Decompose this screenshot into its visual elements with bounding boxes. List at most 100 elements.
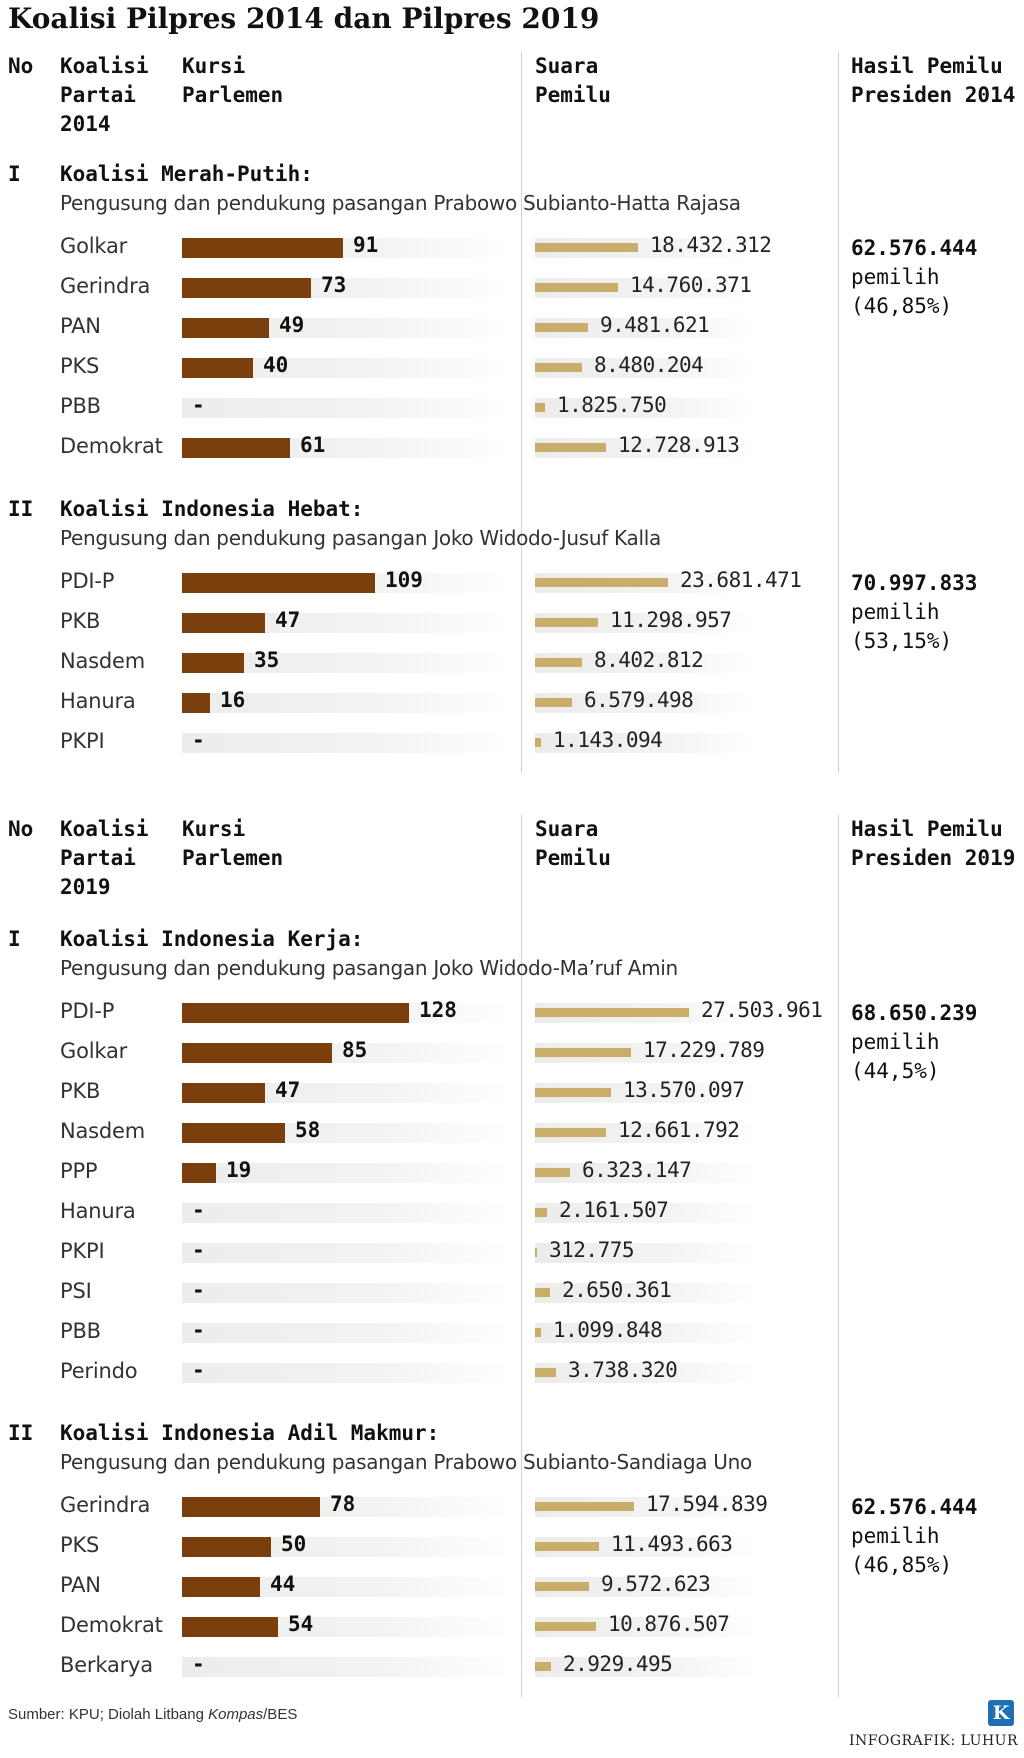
- vote-value: 11.493.663: [611, 1532, 733, 1556]
- seat-value: 128: [419, 998, 457, 1022]
- seat-bar: [182, 278, 311, 298]
- party-name: PKS: [60, 1533, 100, 1557]
- seat-value: -: [192, 1198, 205, 1222]
- column-separator-seats: [521, 52, 522, 773]
- vote-bar-track: [535, 318, 755, 338]
- header-no: No: [8, 817, 34, 841]
- coalition-name: Koalisi Merah-Putih:: [60, 162, 313, 186]
- vote-value: 10.876.507: [608, 1612, 730, 1636]
- seat-bar-track: [182, 733, 512, 753]
- vote-value: 1.099.848: [553, 1318, 663, 1342]
- seat-value: 16: [220, 688, 246, 712]
- party-name: Perindo: [60, 1359, 138, 1383]
- seat-bar-track: [182, 1243, 512, 1263]
- seat-bar: [182, 318, 269, 338]
- coalition-description: Pengusung dan pendukung pasangan Prabowo…: [60, 1450, 752, 1474]
- party-name: PBB: [60, 394, 101, 418]
- seat-value: 61: [300, 433, 326, 457]
- vote-bar-track: [535, 733, 755, 753]
- vote-bar: [535, 1128, 606, 1137]
- vote-bar-track: [535, 1203, 755, 1223]
- party-name: PSI: [60, 1279, 92, 1303]
- seat-bar: [182, 653, 244, 673]
- seat-value: 58: [295, 1118, 321, 1142]
- seat-value: 91: [353, 233, 379, 257]
- credit-note: INFOGRAFIK: LUHUR: [848, 1733, 1018, 1749]
- header-votes: Suara Pemilu: [535, 817, 611, 870]
- seat-bar-track: [182, 1323, 512, 1343]
- vote-value: 6.323.147: [582, 1158, 692, 1182]
- party-name: Gerindra: [60, 1493, 151, 1517]
- seat-bar: [182, 1497, 320, 1517]
- vote-bar: [535, 698, 572, 707]
- coalition-description: Pengusung dan pendukung pasangan Joko Wi…: [60, 526, 661, 550]
- vote-value: 17.229.789: [643, 1038, 765, 1062]
- seat-bar-track: [182, 653, 512, 673]
- seat-value: 109: [385, 568, 423, 592]
- seat-bar: [182, 1043, 332, 1063]
- seat-bar: [182, 1123, 285, 1143]
- vote-bar: [535, 578, 668, 587]
- party-name: Golkar: [60, 234, 128, 258]
- seat-bar: [182, 1003, 409, 1023]
- coalition-number: II: [8, 1421, 34, 1445]
- party-name: Berkarya: [60, 1653, 153, 1677]
- vote-value: 1.825.750: [557, 393, 667, 417]
- seat-value: -: [192, 1278, 205, 1302]
- seat-bar-track: [182, 1657, 512, 1677]
- column-separator-seats: [521, 815, 522, 1697]
- header-no: No: [8, 54, 34, 78]
- page-title: Koalisi Pilpres 2014 dan Pilpres 2019: [8, 2, 600, 35]
- seat-value: 50: [281, 1532, 307, 1556]
- seat-bar: [182, 358, 253, 378]
- vote-bar: [535, 1368, 556, 1377]
- party-name: Nasdem: [60, 649, 146, 673]
- seat-bar: [182, 1163, 216, 1183]
- vote-bar: [535, 403, 545, 412]
- header-seats: Kursi Parlemen: [182, 54, 284, 107]
- result-votes: 68.650.239: [851, 1001, 978, 1025]
- vote-bar: [535, 1502, 634, 1511]
- vote-bar-track: [535, 653, 755, 673]
- vote-bar: [535, 243, 638, 252]
- vote-bar: [535, 283, 618, 292]
- vote-bar: [535, 1288, 550, 1297]
- seat-bar: [182, 573, 375, 593]
- header-votes: Suara Pemilu: [535, 54, 611, 107]
- seat-bar: [182, 438, 290, 458]
- seat-value: 47: [275, 1078, 301, 1102]
- coalition-description: Pengusung dan pendukung pasangan Prabowo…: [60, 191, 741, 215]
- vote-bar: [535, 1582, 589, 1591]
- party-name: Demokrat: [60, 434, 163, 458]
- result-votes: 70.997.833: [851, 571, 978, 595]
- header-result: Hasil Pemilu Presiden 2014: [851, 54, 1016, 107]
- vote-bar-track: [535, 1577, 755, 1597]
- seat-value: 49: [279, 313, 305, 337]
- seat-bar-track: [182, 358, 512, 378]
- vote-bar-track: [535, 1283, 755, 1303]
- party-name: Hanura: [60, 689, 136, 713]
- seat-bar: [182, 1083, 265, 1103]
- header-result: Hasil Pemilu Presiden 2019: [851, 817, 1016, 870]
- header-coalition: Koalisi Partai 2019: [60, 817, 149, 899]
- vote-bar: [535, 1622, 596, 1631]
- seat-value: 44: [270, 1572, 296, 1596]
- vote-value: 2.929.495: [563, 1652, 673, 1676]
- vote-value: 2.650.361: [562, 1278, 672, 1302]
- presidential-result: 62.576.444 pemilih (46,85%): [851, 234, 977, 321]
- coalition-name: Koalisi Indonesia Adil Makmur:: [60, 1421, 440, 1445]
- seat-value: -: [192, 728, 205, 752]
- kompas-logo: K: [988, 1700, 1014, 1726]
- coalition-description: Pengusung dan pendukung pasangan Joko Wi…: [60, 956, 678, 980]
- seat-bar: [182, 693, 210, 713]
- seat-value: -: [192, 1652, 205, 1676]
- vote-value: 18.432.312: [650, 233, 772, 257]
- vote-bar-track: [535, 1657, 755, 1677]
- vote-bar-track: [535, 1323, 755, 1343]
- seat-bar-track: [182, 1163, 512, 1183]
- seat-bar-track: [182, 1203, 512, 1223]
- vote-value: 2.161.507: [559, 1198, 669, 1222]
- seat-bar: [182, 1537, 271, 1557]
- party-name: PKB: [60, 609, 101, 633]
- source-italic: Kompas: [208, 1706, 264, 1723]
